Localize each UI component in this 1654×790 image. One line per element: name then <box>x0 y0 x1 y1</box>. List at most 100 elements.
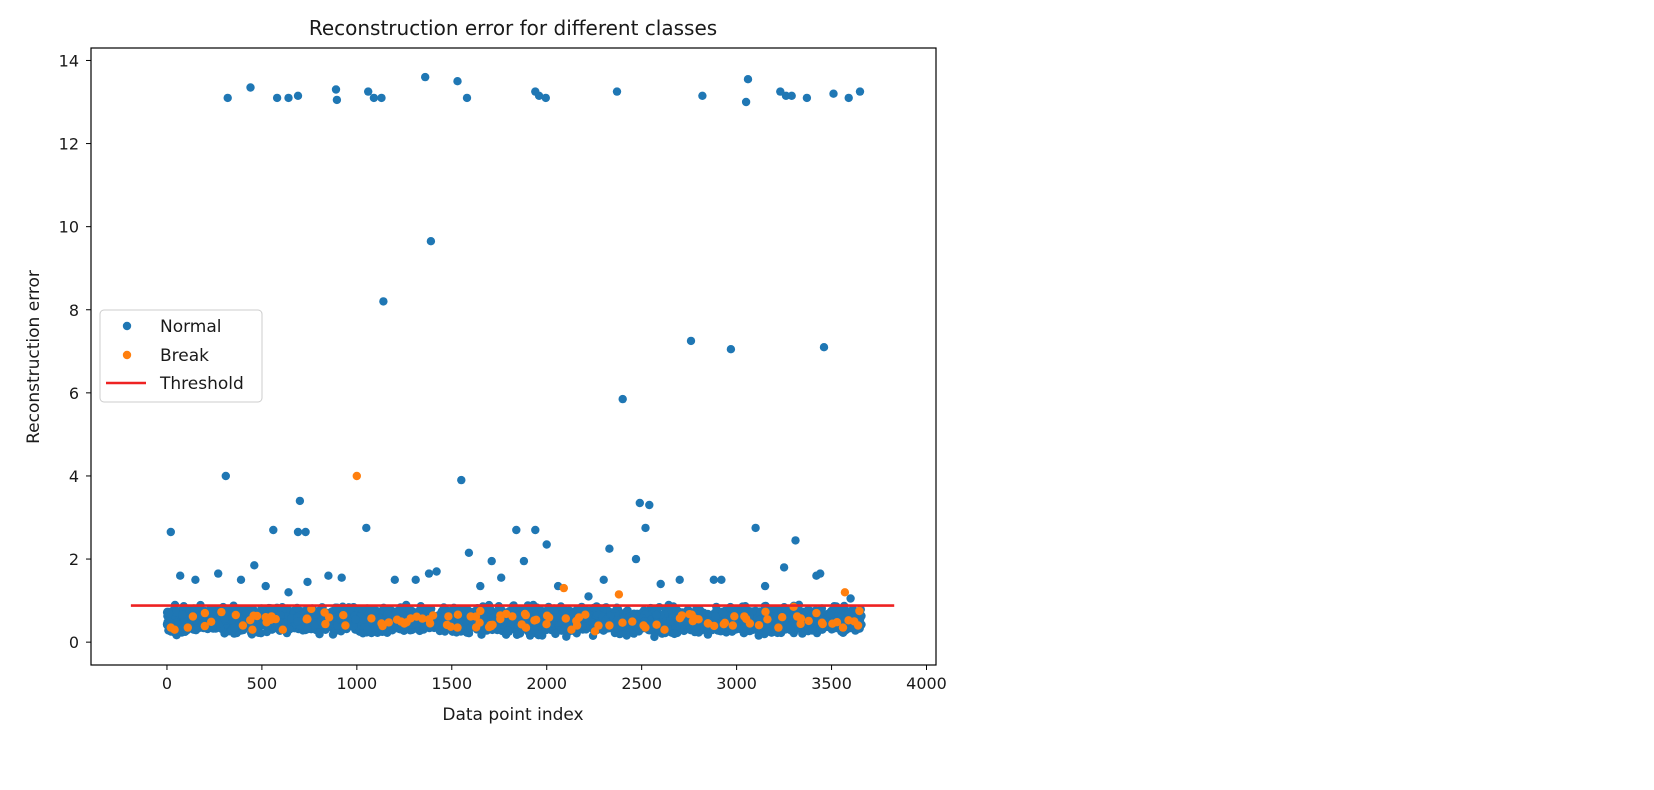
normal-point <box>293 527 303 537</box>
normal-point <box>261 581 270 591</box>
break-band-point <box>761 607 770 616</box>
normal-point <box>379 297 388 306</box>
break-band-point <box>763 615 772 624</box>
break-band-point <box>561 614 570 623</box>
break-band-point <box>530 616 539 625</box>
y-tick-label: 12 <box>59 135 79 154</box>
normal-band-point <box>383 610 392 619</box>
normal-point <box>519 556 529 566</box>
legend: Normal Break Threshold <box>99 309 263 403</box>
break-point <box>639 621 648 630</box>
normal-point <box>542 540 551 549</box>
x-tick-label: 2500 <box>621 674 662 693</box>
break-point <box>476 606 485 616</box>
normal-band-point <box>346 604 355 614</box>
legend-marker-break <box>122 350 132 360</box>
normal-point <box>497 573 506 582</box>
break-point <box>238 621 248 630</box>
reconstruction-error-chart: 0 500 1000 1500 2000 2500 3000 3500 4000 0 2 4 6 8 10 1… <box>24 16 947 725</box>
normal-point <box>829 89 838 98</box>
normal-point <box>787 91 796 101</box>
break-point <box>728 621 737 630</box>
break-point <box>840 588 850 597</box>
break-band-point <box>542 611 552 620</box>
normal-point <box>541 93 550 103</box>
normal-point <box>324 571 333 580</box>
break-band-point <box>324 613 334 622</box>
normal-point <box>293 91 303 101</box>
break-band-point <box>339 611 348 620</box>
break-band-point <box>542 620 551 629</box>
break-point <box>278 625 287 634</box>
normal-point <box>855 87 865 96</box>
normal-point <box>421 72 430 82</box>
normal-point <box>362 523 371 533</box>
normal-band-point <box>808 626 817 635</box>
normal-band-point <box>363 625 372 634</box>
normal-point <box>717 575 726 584</box>
normal-band-point <box>191 626 201 635</box>
break-band-point <box>740 612 749 621</box>
normal-point <box>364 87 373 96</box>
break-band-point <box>471 623 481 632</box>
break-point <box>400 619 409 628</box>
normal-point <box>223 93 232 103</box>
break-band-point <box>453 610 463 619</box>
break-point <box>614 590 624 599</box>
normal-band-point <box>303 624 312 634</box>
normal-point <box>512 525 521 535</box>
normal-point <box>741 97 751 107</box>
normal-point <box>301 527 310 537</box>
break-point <box>694 615 703 624</box>
normal-band-point <box>670 629 679 639</box>
normal-band-point <box>665 617 675 626</box>
normal-point <box>698 91 707 101</box>
normal-band-point <box>486 605 495 615</box>
break-point <box>377 619 386 628</box>
normal-band-point <box>190 605 200 614</box>
break-point <box>248 625 257 634</box>
break-band-point <box>418 614 427 623</box>
normal-point <box>191 575 200 584</box>
normal-point <box>531 525 540 535</box>
break-band-point <box>188 612 198 621</box>
normal-band-point <box>652 610 661 620</box>
y-tick-label: 10 <box>59 218 79 237</box>
normal-point <box>816 569 825 578</box>
normal-band-point <box>419 621 428 631</box>
y-tick-label: 8 <box>69 301 79 320</box>
normal-band-point <box>178 610 187 620</box>
x-tick-label: 3000 <box>716 674 757 693</box>
y-axis-label: Reconstruction error <box>24 270 44 444</box>
break-point <box>778 613 787 622</box>
x-axis-label: Data point index <box>442 705 583 725</box>
break-band-point <box>793 612 802 621</box>
normal-point <box>246 83 255 92</box>
legend-label-threshold: Threshold <box>159 374 244 394</box>
x-tick-label: 3500 <box>811 674 852 693</box>
normal-point <box>476 581 485 591</box>
break-band-point <box>496 614 505 624</box>
normal-band-point <box>230 623 239 633</box>
normal-point <box>453 77 462 86</box>
break-point <box>170 625 179 634</box>
break-point <box>745 619 755 628</box>
normal-point <box>760 581 770 591</box>
y-tick-label: 4 <box>69 467 79 486</box>
break-band-point <box>444 612 453 621</box>
normal-band-point <box>285 625 294 634</box>
break-band-point <box>321 619 330 629</box>
normal-band-point <box>422 605 432 614</box>
normal-point <box>709 575 718 584</box>
chart-title: Reconstruction error for different class… <box>309 16 717 40</box>
normal-point <box>819 343 829 352</box>
normal-point <box>779 563 789 572</box>
break-band-point <box>207 617 216 626</box>
normal-point <box>631 554 641 564</box>
break-band-point <box>804 616 813 626</box>
legend-label-break: Break <box>160 346 209 366</box>
break-band-point <box>675 614 685 623</box>
y-tick-label: 6 <box>69 384 79 403</box>
break-band-point <box>446 622 455 631</box>
break-band-point <box>652 620 661 629</box>
